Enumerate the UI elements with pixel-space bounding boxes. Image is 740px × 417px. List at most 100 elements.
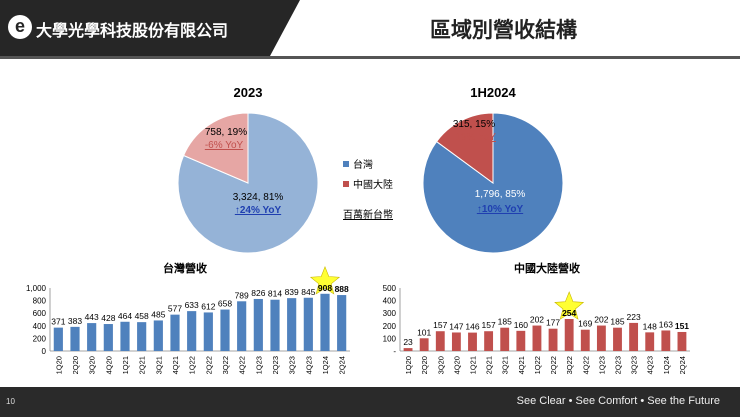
cn-bar-2Q20 xyxy=(419,338,429,351)
cn-x-tick-label: 3Q21 xyxy=(501,356,510,374)
tw-value-label: 577 xyxy=(168,304,182,314)
cn-bar-1Q20 xyxy=(403,348,413,351)
cn-x-tick-label: 4Q22 xyxy=(581,356,590,374)
tw-bar-3Q22 xyxy=(220,309,230,351)
tw-x-tick-label: 4Q20 xyxy=(104,356,113,374)
tw-bar-2Q23 xyxy=(270,299,280,351)
pie-2023-taiwan-label: 3,324, 81% xyxy=(233,192,284,203)
cn-x-tick-label: 3Q20 xyxy=(436,356,445,374)
cn-value-label: 151 xyxy=(675,321,689,331)
tw-bar-3Q23 xyxy=(287,298,297,351)
pie-2023-china-yoy: -6% YoY xyxy=(205,140,244,151)
tw-bar-3Q21 xyxy=(153,320,163,351)
cn-bar-3Q22 xyxy=(564,318,574,351)
cn-bar-3Q20 xyxy=(435,331,445,351)
cn-bar-4Q20 xyxy=(451,332,461,351)
cn-x-tick-label: 4Q21 xyxy=(517,356,526,374)
tw-value-label: 658 xyxy=(218,299,232,309)
unit-label: 百萬新台幣 xyxy=(343,208,393,221)
cn-value-label: 223 xyxy=(627,312,641,322)
cn-value-label: 160 xyxy=(514,320,528,330)
tw-x-tick-label: 4Q22 xyxy=(238,356,247,374)
tw-value-label: 485 xyxy=(151,309,165,319)
cn-y-tick-label: 200 xyxy=(383,322,397,331)
cn-x-tick-label: 1Q22 xyxy=(533,356,542,374)
tw-x-tick-label: 1Q20 xyxy=(54,356,63,374)
company-logo-icon: e xyxy=(8,15,32,39)
pie-1h2024-slice-china xyxy=(435,112,494,184)
page-title: 區域別營收結構 xyxy=(430,19,577,42)
pie-1h2024-china-label: 315, 15% xyxy=(453,119,495,130)
legend-china-swatch xyxy=(343,181,349,187)
tw-bar-3Q20 xyxy=(87,323,97,351)
legend-china-label: 中國大陸 xyxy=(353,178,393,191)
tw-bar-4Q23 xyxy=(303,297,313,351)
page-number: 10 xyxy=(6,397,15,406)
tw-value-label: 845 xyxy=(301,287,315,297)
tw-value-label: 428 xyxy=(101,313,115,323)
tw-bar-4Q20 xyxy=(103,324,113,351)
tw-x-tick-label: 2Q20 xyxy=(71,356,80,374)
pie-1h2024-title: 1H2024 xyxy=(470,85,516,100)
cn-value-label: 148 xyxy=(643,321,657,331)
bar-taiwan-title: 台灣營收 xyxy=(163,261,207,275)
bar-chart-china: - 100 200 300 400 500 23 1Q20 101 2Q20 157 3Q20 147 4… xyxy=(383,284,690,374)
pie-2023-china-label: 758, 19% xyxy=(205,127,247,138)
tw-bar-1Q20 xyxy=(53,327,63,351)
tw-bar-2Q24 xyxy=(337,295,347,351)
tw-value-label: 789 xyxy=(235,290,249,300)
tw-bar-4Q22 xyxy=(237,301,247,351)
tw-value-label: 839 xyxy=(285,287,299,297)
cn-x-tick-label: 2Q20 xyxy=(420,356,429,374)
cn-x-tick-label: 3Q23 xyxy=(630,356,639,374)
pie-charts: 2023 758, 19% -6% YoY 3,324, 81% ↑24% Yo… xyxy=(177,85,564,254)
pie-1h2024 xyxy=(422,112,564,254)
cn-y-tick-label: 500 xyxy=(383,284,397,293)
tw-x-tick-label: 2Q24 xyxy=(338,356,347,374)
cn-x-tick-label: 1Q24 xyxy=(662,356,671,374)
cn-y-tick-label: 300 xyxy=(383,309,397,318)
tw-value-label: 383 xyxy=(68,316,82,326)
header-brand-band: e 大學光學科技股份有限公司 xyxy=(0,0,300,56)
company-name: 大學光學科技股份有限公司 xyxy=(36,23,229,40)
tw-value-label: 612 xyxy=(201,301,215,311)
cn-bar-2Q23 xyxy=(613,327,622,351)
tw-x-tick-label: 2Q23 xyxy=(271,356,280,374)
tw-y-tick-label: 200 xyxy=(33,334,47,343)
cn-value-label: 185 xyxy=(610,317,624,327)
bar-charts: 台灣營收 0 200 400 600 800 1,000 371 1Q20 383 2Q20 443… xyxy=(26,261,690,374)
footer: 10 See Clear • See Comfort • See the Fut… xyxy=(0,387,740,417)
cn-bar-3Q21 xyxy=(500,327,510,351)
cn-x-tick-label: 4Q23 xyxy=(646,356,655,374)
pie-2023 xyxy=(177,112,319,254)
cn-bar-1Q21 xyxy=(468,332,477,351)
cn-bar-2Q22 xyxy=(548,328,558,351)
bar-chart-taiwan: 0 200 400 600 800 1,000 371 1Q20 383 2Q20 443 3Q20 4… xyxy=(26,265,350,374)
cn-y-tick-label: 400 xyxy=(383,297,397,306)
cn-highlight-star-icon xyxy=(554,291,585,320)
tw-x-tick-label: 4Q23 xyxy=(304,356,313,374)
tw-y-tick-label: 600 xyxy=(33,309,47,318)
tw-highlight-star-icon xyxy=(309,265,341,295)
tw-x-tick-label: 3Q22 xyxy=(221,356,230,374)
pie-2023-taiwan-yoy: ↑24% YoY xyxy=(235,205,282,216)
tw-x-tick-label: 3Q21 xyxy=(154,356,163,374)
tw-x-tick-label: 1Q21 xyxy=(121,356,130,374)
tw-bar-4Q21 xyxy=(170,314,180,351)
cn-value-label: 202 xyxy=(594,315,608,325)
tw-value-label: 464 xyxy=(118,311,132,321)
pie-1h2024-taiwan-label: 1,796, 85% xyxy=(475,189,526,200)
tw-value-label: 458 xyxy=(135,311,149,321)
tw-bar-1Q23 xyxy=(253,298,263,351)
cn-value-label: 23 xyxy=(403,337,413,347)
tw-y-tick-label: 800 xyxy=(33,297,47,306)
tw-bar-1Q21 xyxy=(120,321,130,351)
tw-x-tick-label: 1Q23 xyxy=(254,356,263,374)
tagline: See Clear • See Comfort • See the Future xyxy=(516,395,720,407)
header-divider xyxy=(0,56,740,59)
pie-2023-slice-china xyxy=(182,112,249,184)
cn-x-tick-label: 1Q21 xyxy=(469,356,478,374)
pie-2023-title: 2023 xyxy=(234,85,263,100)
tw-y-tick-label: 1,000 xyxy=(26,284,47,293)
cn-value-label: 157 xyxy=(433,320,447,330)
